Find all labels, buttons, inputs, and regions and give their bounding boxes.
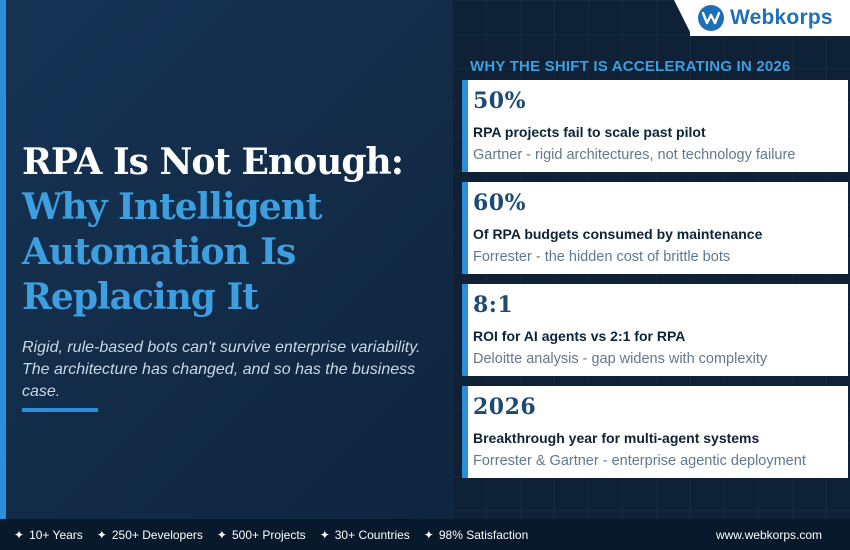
- stat-card: 8:1 ROI for AI agents vs 2:1 for RPA Del…: [462, 284, 848, 376]
- footer-stat: ✦ 98% Satisfaction: [424, 528, 528, 542]
- footer-stat-label: 10+ Years: [29, 527, 83, 542]
- title-line-3: Automation Is: [22, 231, 296, 273]
- star-icon: ✦: [319, 527, 330, 542]
- footer-stat-label: 30+ Countries: [334, 527, 410, 542]
- brand-logo[interactable]: Webkorps: [690, 0, 850, 36]
- stat-source: Deloitte analysis - gap widens with comp…: [473, 351, 768, 367]
- star-icon: ✦: [14, 527, 25, 542]
- page-subtitle: Rigid, rule-based bots can't survive ent…: [22, 339, 421, 400]
- footer-bar: ✦ 10+ Years ✦ 250+ Developers ✦ 500+ Pro…: [0, 519, 850, 550]
- footer-stat-label: 98% Satisfaction: [438, 527, 529, 542]
- footer-stat: ✦ 250+ Developers: [97, 528, 203, 542]
- logo-tab-shape: [674, 0, 692, 36]
- stat-card: 2026 Breakthrough year for multi-agent s…: [462, 386, 848, 478]
- footer-stat-label: 250+ Developers: [111, 527, 203, 542]
- stat-source: Gartner - rigid architectures, not techn…: [473, 147, 796, 163]
- title-underline: [22, 408, 98, 412]
- title-line-4: Replacing It: [22, 276, 259, 318]
- stat-value: 60%: [473, 190, 527, 216]
- stat-value: 8:1: [473, 292, 514, 318]
- page-title: RPA Is Not Enough: Why Intelligent Autom…: [22, 140, 452, 320]
- star-icon: ✦: [216, 527, 227, 542]
- stat-card: 60% Of RPA budgets consumed by maintenan…: [462, 182, 848, 274]
- footer-stat-label: 500+ Projects: [231, 527, 306, 542]
- stat-value: 50%: [473, 88, 527, 114]
- title-line-2: Why Intelligent: [22, 186, 323, 228]
- stat-value: 2026: [473, 394, 537, 420]
- brand-name: Webkorps: [730, 6, 833, 29]
- hero-panel: [0, 0, 452, 519]
- stat-label: Of RPA budgets consumed by maintenance: [473, 226, 763, 242]
- footer-stat: ✦ 30+ Countries: [320, 528, 410, 542]
- footer-stat: ✦ 10+ Years: [14, 528, 83, 542]
- left-accent-bar: [0, 0, 6, 519]
- title-line-1: RPA Is Not Enough:: [22, 141, 404, 183]
- section-heading: WHY THE SHIFT IS ACCELERATING IN 2026: [470, 58, 791, 75]
- stat-source: Forrester - the hidden cost of brittle b…: [473, 249, 731, 265]
- footer-stat: ✦ 500+ Projects: [217, 528, 306, 542]
- stat-card: 50% RPA projects fail to scale past pilo…: [462, 80, 848, 172]
- stat-label: ROI for AI agents vs 2:1 for RPA: [473, 328, 686, 344]
- stat-source: Forrester & Gartner - enterprise agentic…: [473, 453, 806, 469]
- star-icon: ✦: [96, 527, 107, 542]
- stat-label: RPA projects fail to scale past pilot: [473, 124, 706, 140]
- webkorps-logo-icon: [698, 5, 724, 31]
- stat-label: Breakthrough year for multi-agent system…: [473, 430, 760, 446]
- website-link[interactable]: www.webkorps.com: [715, 527, 822, 542]
- star-icon: ✦: [423, 527, 434, 542]
